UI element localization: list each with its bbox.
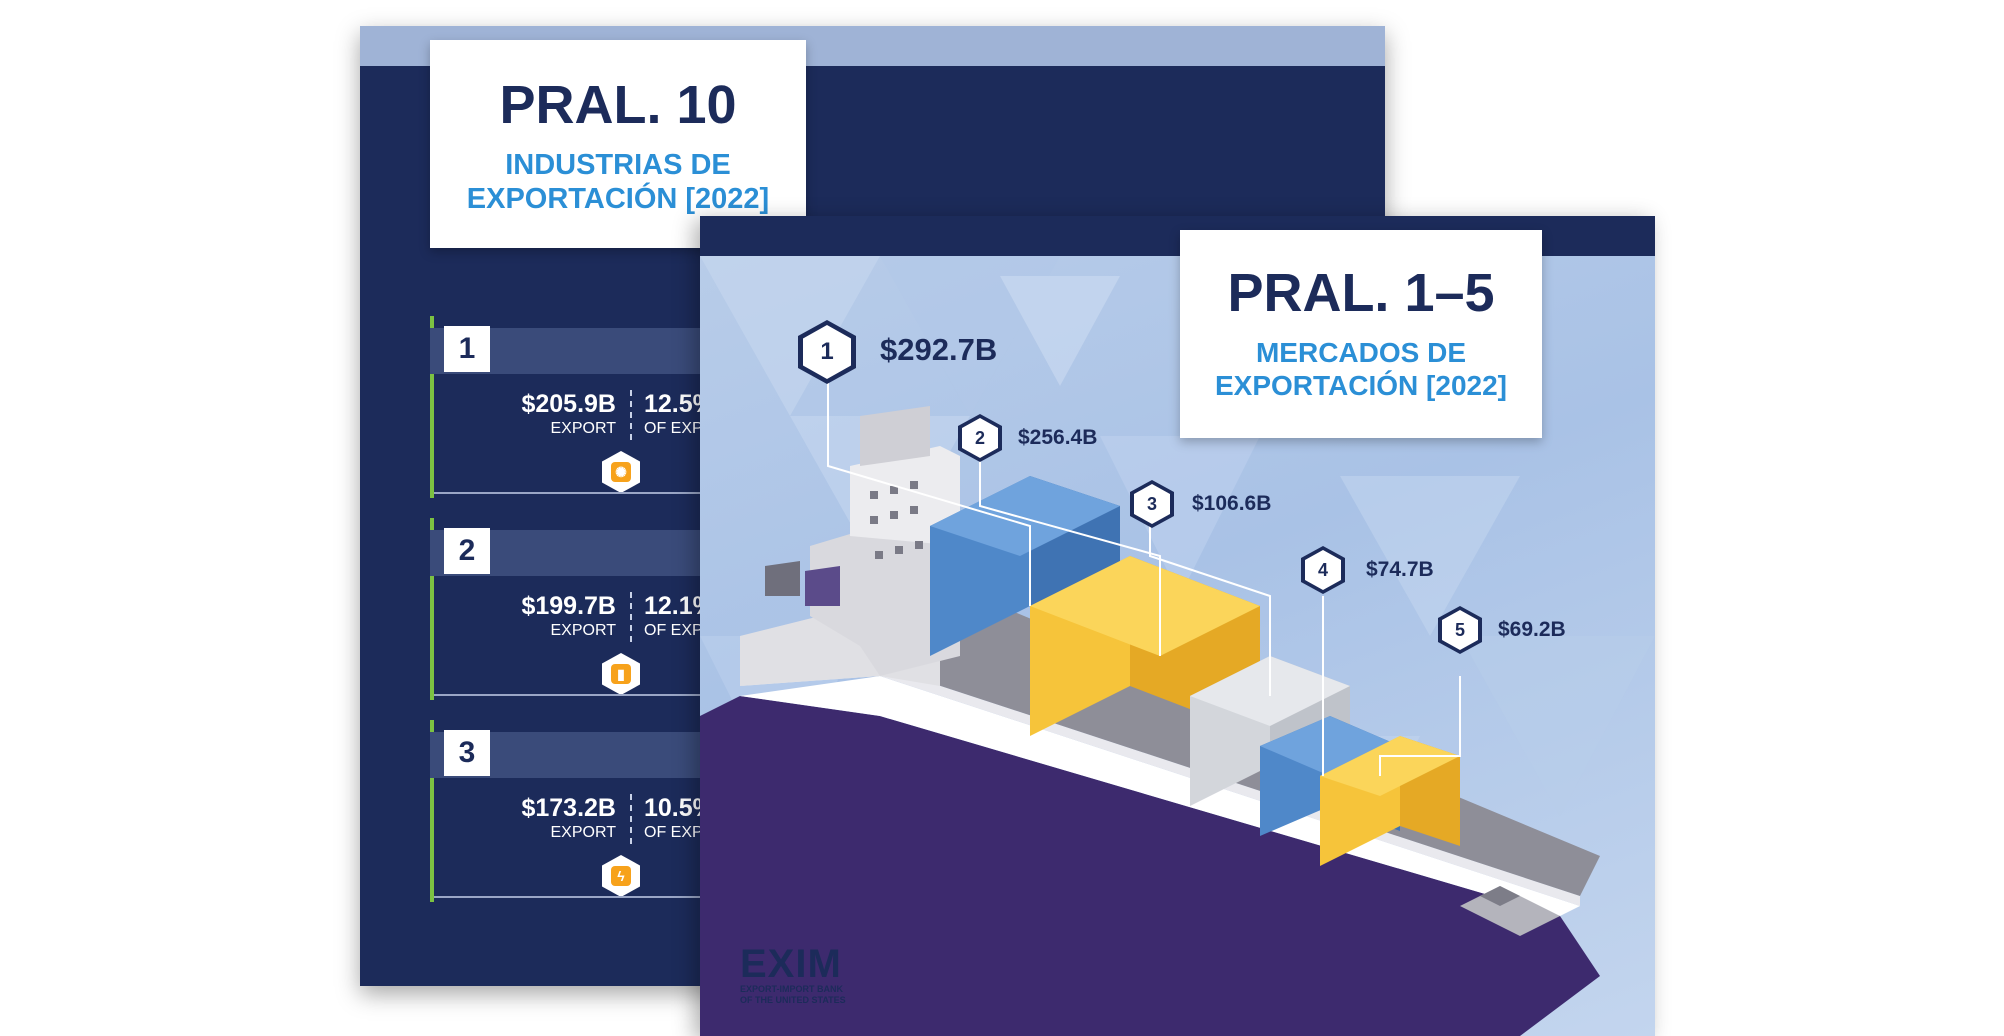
export-label: EXPORT (550, 824, 617, 841)
logo-line1: EXPORT-IMPORT BANK (740, 984, 844, 994)
rank-badge: 3 (444, 730, 490, 776)
market-rank: 4 (1305, 550, 1341, 590)
logo-line2: OF THE UNITED STATES (740, 995, 846, 1005)
fuel-can-icon: ▮ (611, 664, 631, 684)
row-accent-line (430, 518, 434, 700)
rank-badge: 1 (444, 326, 490, 372)
rank-badge: 2 (444, 528, 490, 574)
poster-subtitle-line1: INDUSTRIAS DE (505, 149, 731, 181)
share-label: OF EXP (644, 824, 703, 841)
poster-subtitle-line2: EXPORTACIÓN [2022] (1215, 370, 1507, 402)
poster-title: PRAL. 1–5 (1227, 263, 1495, 323)
market-marker-1: 1 (798, 320, 856, 384)
gear-icon: ✺ (611, 462, 631, 482)
market-marker-5: 5 (1438, 606, 1482, 654)
poster-title: PRAL. 10 (499, 75, 737, 135)
title-card: PRAL. 1–5 MERCADOS DE EXPORTACIÓN [2022] (1180, 230, 1542, 438)
market-rank: 5 (1442, 610, 1478, 650)
title-card: PRAL. 10 INDUSTRIAS DE EXPORTACIÓN [2022… (430, 40, 806, 248)
market-marker-3: 3 (1130, 480, 1174, 528)
market-amount: $292.7B (880, 332, 998, 367)
export-label: EXPORT (550, 420, 617, 437)
market-rank: 2 (962, 418, 998, 458)
fuel-can-icon-hex: ▮ (602, 653, 640, 695)
market-amount: $74.7B (1366, 558, 1434, 581)
market-amount: $106.6B (1192, 492, 1272, 515)
divider (630, 390, 632, 440)
lightning-icon: ϟ (611, 866, 631, 886)
exim-logo: EXIM EXPORT-IMPORT BANK OF THE UNITED ST… (740, 944, 880, 1006)
divider (630, 592, 632, 642)
share-label: OF EXP (644, 622, 703, 639)
market-amount: $256.4B (1018, 426, 1098, 449)
market-marker-4: 4 (1301, 546, 1345, 594)
poster-subtitle-line1: MERCADOS DE (1255, 337, 1466, 368)
export-value: $205.9B (521, 390, 616, 418)
logo-wordmark: EXIM (740, 942, 842, 986)
export-label: EXPORT (550, 622, 617, 639)
row-accent-line (430, 316, 434, 498)
front-poster: PRAL. 1–5 MERCADOS DE EXPORTACIÓN [2022] (700, 216, 1655, 1036)
poster-subtitle-line2: EXPORTACIÓN [2022] (466, 183, 770, 216)
cargo-ship-illustration (700, 366, 1600, 1036)
lightning-icon-hex: ϟ (602, 855, 640, 897)
share-label: OF EXP (644, 420, 703, 437)
export-value: $173.2B (521, 794, 616, 822)
export-value: $199.7B (521, 592, 616, 620)
market-rank: 3 (1134, 484, 1170, 524)
divider (630, 794, 632, 844)
gear-icon-hex: ✺ (602, 451, 640, 493)
market-amount: $69.2B (1498, 618, 1566, 641)
market-rank: 1 (803, 325, 851, 379)
row-accent-line (430, 720, 434, 902)
